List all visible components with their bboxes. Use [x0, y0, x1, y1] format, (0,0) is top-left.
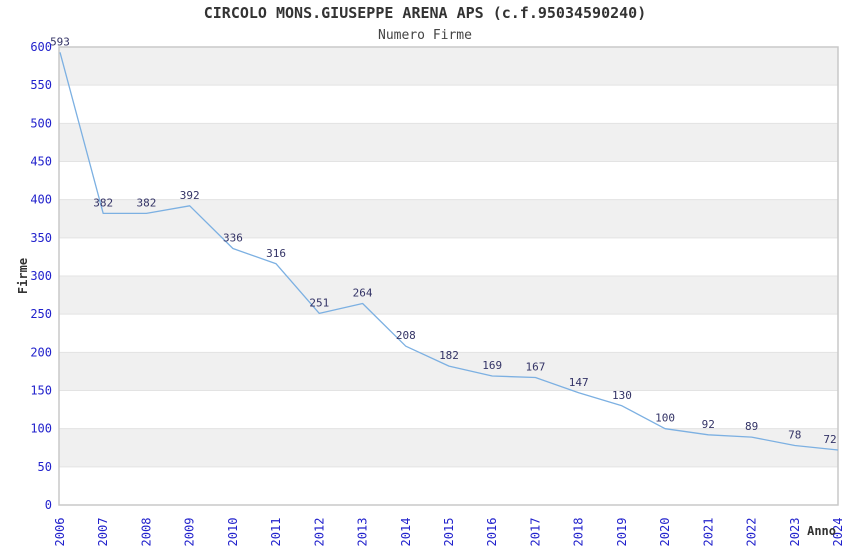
data-value-label: 251	[309, 296, 329, 309]
data-series-line	[59, 52, 839, 451]
y-tick-label: 500	[30, 116, 52, 130]
data-point-labels: 593 382 382 392 336 316 251 264 208 182 169 167 147 1…	[50, 35, 837, 446]
data-value-label: 382	[93, 196, 113, 209]
x-tick-label: 2015	[442, 518, 456, 547]
y-tick-label: 200	[30, 345, 52, 359]
data-value-label: 72	[823, 433, 836, 446]
chart-subtitle: Numero Firme	[378, 28, 472, 43]
x-tick-label: 2021	[701, 518, 715, 547]
y-tick-label: 150	[30, 384, 52, 398]
data-value-label: 78	[788, 429, 801, 442]
x-tick-label: 2009	[183, 518, 197, 547]
data-value-label: 382	[136, 196, 156, 209]
y-tick-label: 300	[30, 269, 52, 283]
x-tick-label: 2022	[745, 518, 759, 547]
data-value-label: 169	[482, 359, 502, 372]
x-tick-label: 2023	[788, 518, 802, 547]
x-tick-label: 2019	[615, 518, 629, 547]
plot-border	[58, 46, 839, 506]
data-value-label: 92	[702, 418, 715, 431]
x-tick-label: 2024	[831, 518, 845, 547]
data-value-label: 336	[223, 232, 243, 245]
x-tick-label: 2016	[485, 518, 499, 547]
x-tick-label: 2020	[658, 518, 672, 547]
x-tick-label: 2017	[528, 518, 542, 547]
y-tick-label: 50	[38, 460, 52, 474]
x-tick-label: 2014	[399, 518, 413, 547]
x-tick-label: 2011	[269, 518, 283, 547]
data-value-label: 264	[353, 287, 373, 300]
shaded-band	[59, 276, 838, 315]
gridlines	[59, 84, 838, 468]
x-tick-label: 2008	[139, 518, 153, 547]
y-tick-label: 100	[30, 422, 52, 436]
data-value-label: 167	[525, 361, 545, 374]
x-tick-label: 2012	[312, 518, 326, 547]
x-tick-label: 2010	[226, 518, 240, 547]
shaded-band	[59, 199, 838, 238]
data-value-label: 89	[745, 420, 758, 433]
series-polyline	[59, 52, 839, 451]
chart-title: CIRCOLO MONS.GIUSEPPE ARENA APS (c.f.950…	[204, 4, 647, 22]
y-axis-tick-labels: 0 50 100 150 200 250 300 350 400 450 500 550 600	[30, 40, 52, 512]
x-tick-label: 2018	[572, 518, 586, 547]
data-value-label: 182	[439, 349, 459, 362]
y-axis-title: Firme	[16, 258, 30, 294]
y-tick-label: 600	[30, 40, 52, 54]
data-value-label: 392	[180, 189, 200, 202]
shaded-band	[59, 352, 838, 391]
x-tick-label: 2007	[96, 518, 110, 547]
x-axis-tick-labels: 2006 2007 2008 2009 2010 2011 2012 2013 2014 2015…	[53, 518, 845, 547]
data-value-label: 593	[50, 35, 70, 48]
data-value-label: 147	[569, 376, 589, 389]
data-value-label: 316	[266, 247, 286, 260]
shaded-band	[59, 47, 838, 86]
plot-background-bands	[59, 47, 838, 467]
y-tick-label: 550	[30, 78, 52, 92]
data-value-label: 130	[612, 389, 632, 402]
y-tick-label: 450	[30, 155, 52, 169]
y-tick-label: 0	[45, 498, 52, 512]
y-tick-label: 250	[30, 307, 52, 321]
data-value-label: 208	[396, 329, 416, 342]
x-tick-label: 2013	[356, 518, 370, 547]
y-tick-label: 350	[30, 231, 52, 245]
x-axis-title: Anno	[807, 524, 836, 538]
data-value-label: 100	[655, 412, 675, 425]
shaded-band	[59, 428, 838, 467]
y-tick-label: 400	[30, 193, 52, 207]
shaded-band	[59, 123, 838, 162]
x-tick-label: 2006	[53, 518, 67, 547]
